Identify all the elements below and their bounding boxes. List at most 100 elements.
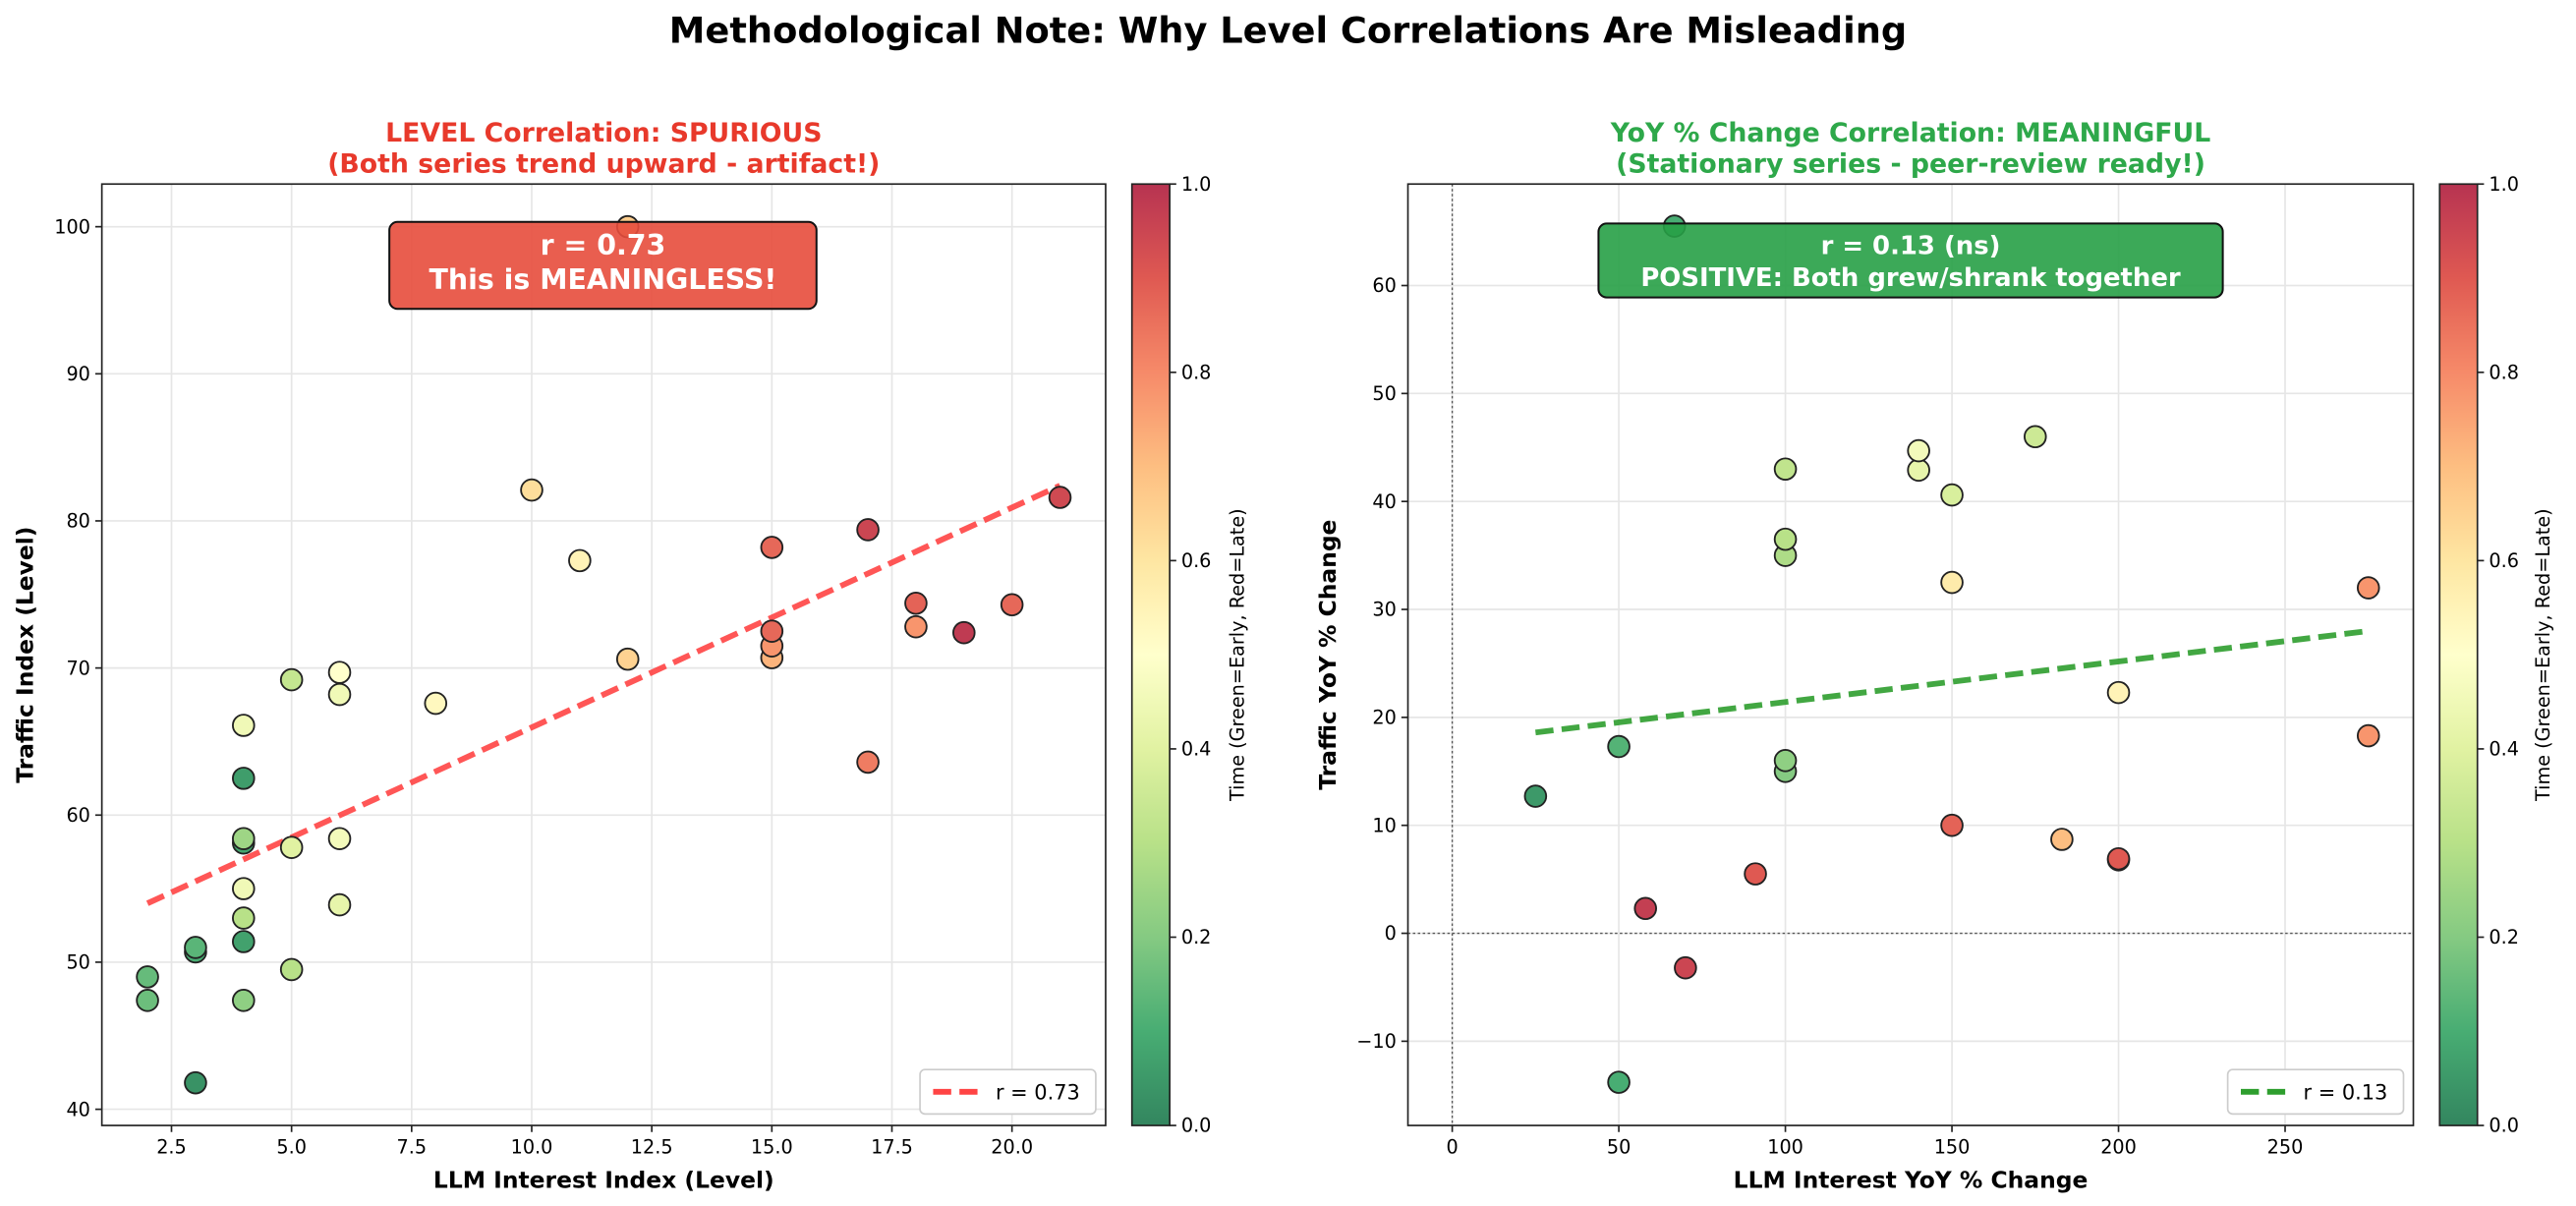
data-point [856, 518, 880, 542]
x-tick-label: 200 [2100, 1135, 2137, 1158]
x-tick-label: 12.5 [631, 1135, 673, 1158]
trend-line [1534, 628, 2370, 736]
data-point [568, 548, 592, 573]
data-point [232, 930, 256, 953]
y-tick-label: 70 [66, 657, 89, 679]
colorbar-tick-label: 0.8 [1181, 361, 1212, 383]
colorbar [2438, 183, 2479, 1126]
data-point [327, 682, 352, 707]
y-tick-label: 40 [1372, 490, 1396, 513]
x-tick-label: 5.0 [276, 1135, 307, 1158]
data-point [232, 714, 256, 737]
colorbar-tick-label: 0.4 [2489, 738, 2519, 761]
y-tick-label: 50 [66, 951, 89, 974]
data-point [760, 619, 784, 643]
yoy-correlation-panel: YoY % Change Correlation: MEANINGFUL(Sta… [1314, 118, 2554, 1194]
data-point [232, 906, 256, 930]
colorbar-tick-label: 0.4 [1181, 738, 1212, 761]
x-tick-label: 10.0 [511, 1135, 553, 1158]
y-tick-label: 40 [66, 1098, 89, 1120]
data-point [1940, 570, 1964, 595]
data-point [232, 989, 256, 1012]
y-tick-label: 0 [1385, 922, 1397, 945]
data-point [1633, 896, 1657, 921]
annotation-text: r = 0.13 (ns) [1821, 231, 2001, 260]
figure-title: Methodological Note: Why Level Correlati… [669, 9, 1907, 51]
data-point [1744, 862, 1767, 886]
y-tick-label: 100 [54, 215, 90, 238]
colorbar-label: Time (Green=Early, Red=Late) [2532, 508, 2554, 802]
data-point [2106, 846, 2131, 871]
colorbar-tick-label: 0.6 [1181, 549, 1212, 572]
data-point [424, 691, 448, 716]
data-point [1940, 483, 1964, 507]
y-tick-label: 90 [66, 363, 89, 385]
panel-title: YoY % Change Correlation: MEANINGFUL [1610, 118, 2211, 148]
colorbar-tick-label: 1.0 [1181, 173, 1212, 196]
data-point [136, 965, 159, 989]
x-tick-label: 15.0 [751, 1135, 793, 1158]
y-tick-label: 10 [1372, 814, 1396, 836]
colorbar [1130, 183, 1171, 1126]
x-tick-label: 2.5 [156, 1135, 187, 1158]
data-point [1773, 527, 1798, 551]
data-point [136, 989, 159, 1012]
y-tick-label: 30 [1372, 599, 1396, 621]
data-point [1523, 784, 1548, 808]
data-point [520, 478, 544, 502]
legend-box [2226, 1068, 2405, 1116]
data-point [279, 667, 304, 692]
x-axis-label: LLM Interest Index (Level) [433, 1167, 774, 1194]
colorbar-tick-label: 0.2 [2489, 926, 2519, 948]
data-point [1048, 486, 1072, 509]
panel-title: LEVEL Correlation: SPURIOUS [385, 118, 822, 148]
colorbar-tick-label: 0.0 [1181, 1115, 1212, 1137]
x-tick-label: 0 [1446, 1135, 1458, 1158]
x-tick-label: 20.0 [991, 1135, 1033, 1158]
data-point [1773, 749, 1798, 773]
panel-title: (Both series trend upward - artifact!) [327, 149, 880, 180]
data-point [279, 957, 304, 982]
y-tick-label: 60 [1372, 274, 1396, 297]
data-point [2356, 576, 2380, 600]
colorbar-label: Time (Green=Early, Red=Late) [1226, 508, 1248, 802]
axes-frame [100, 183, 1107, 1126]
data-point [327, 892, 352, 917]
colorbar-tick-label: 0.6 [2489, 549, 2519, 572]
data-point [2106, 680, 2131, 705]
data-point [327, 660, 352, 684]
legend-label: r = 0.13 [2304, 1080, 2388, 1104]
data-point [904, 591, 928, 615]
data-point [232, 877, 256, 900]
y-tick-label: 80 [66, 510, 89, 533]
data-point [1000, 593, 1024, 617]
panel-title: (Stationary series - peer-review ready!) [1616, 149, 2205, 180]
data-point [1607, 1070, 1631, 1094]
annotation-box [1597, 222, 2224, 299]
y-tick-label: −10 [1356, 1030, 1397, 1053]
data-point [1907, 458, 1930, 483]
data-point [1940, 813, 1964, 837]
data-point [1907, 438, 1930, 463]
x-tick-label: 17.5 [871, 1135, 913, 1158]
y-tick-label: 60 [66, 804, 89, 827]
x-tick-label: 7.5 [397, 1135, 428, 1158]
trend-line [145, 483, 1061, 906]
level-correlation-panel: LEVEL Correlation: SPURIOUS(Both series … [11, 118, 1248, 1194]
data-point [232, 767, 256, 790]
data-point [952, 620, 976, 645]
data-point [327, 827, 352, 851]
x-tick-label: 150 [1934, 1135, 1971, 1158]
data-point [2356, 723, 2380, 748]
data-point [856, 750, 880, 775]
y-tick-label: 20 [1372, 707, 1396, 729]
data-point [2024, 425, 2047, 449]
colorbar-tick-label: 0.8 [2489, 361, 2519, 383]
annotation-text: POSITIVE: Both grew/shrank together [1640, 263, 2181, 293]
annotation-text: r = 0.73 [541, 229, 666, 261]
annotation-text: This is MEANINGLESS! [429, 263, 777, 296]
data-point [904, 614, 928, 639]
x-tick-label: 50 [1607, 1135, 1631, 1158]
data-point [232, 827, 256, 851]
